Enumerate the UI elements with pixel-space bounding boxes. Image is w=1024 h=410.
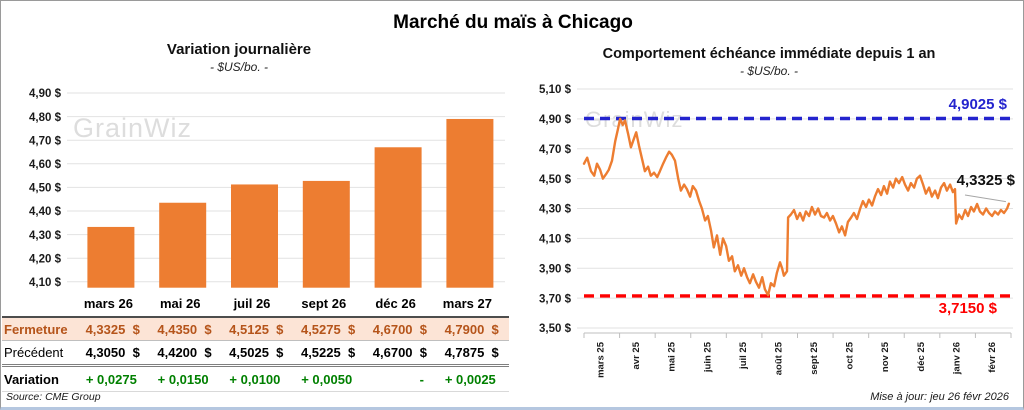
- x-tick-label: févr 26: [987, 342, 998, 373]
- table-cell: 4,3050 $: [85, 345, 140, 360]
- bar-juil-26: [231, 184, 278, 288]
- table-cell: 4,5225 $: [300, 345, 356, 360]
- bar-déc-26: [374, 147, 422, 288]
- source-note: Source: CME Group: [6, 391, 101, 403]
- y-tick-label: 5,10 $: [539, 84, 572, 96]
- y-tick-label: 4,10 $: [29, 277, 62, 289]
- column-header: déc 26: [375, 295, 416, 311]
- x-tick-label: avr 25: [631, 341, 642, 369]
- table-cell: 4,7900 $: [444, 321, 499, 337]
- bar-chart-title: Variation journalière: [166, 41, 312, 58]
- x-tick-label: juil 25: [738, 341, 749, 370]
- table-cell: + 0,0100: [229, 371, 281, 387]
- table-header-row: mars 26 mai 26 juil 26 sept 26 déc 26 ma…: [2, 290, 509, 318]
- bar-chart: 4,90 $ 4,80 $ 4,70 $ 4,60 $ 4,50 $ 4,40 $ 4,30…: [29, 88, 505, 289]
- table-cell: 4,5125 $: [229, 321, 284, 337]
- column-header: mai 26: [159, 295, 201, 311]
- table-cell: -: [419, 371, 424, 387]
- table-cell: + 0,0025: [444, 371, 496, 387]
- x-tick-label: août 25: [773, 341, 784, 375]
- table-cell: + 0,0275: [85, 371, 137, 387]
- y-tick-label: 4,80 $: [29, 112, 62, 124]
- y-tick-label: 4,90 $: [29, 88, 62, 100]
- table-row-variation: Variation + 0,0275 + 0,0150 + 0,0100 + 0…: [2, 367, 509, 392]
- bar-mars-27: [446, 118, 494, 288]
- row-label: Variation: [4, 371, 59, 387]
- line-chart-title: Comportement échéance immédiate depuis 1…: [602, 46, 936, 62]
- row-label: Précédent: [4, 345, 64, 360]
- y-tick-label: 4,10 $: [539, 234, 572, 246]
- last-price-label: 4,3325 $: [956, 172, 1015, 189]
- x-tick-label: juin 25: [702, 341, 713, 373]
- bar-sept-26: [302, 180, 350, 288]
- summary-table: mars 26 mai 26 juil 26 sept 26 déc 26 ma…: [2, 290, 509, 392]
- line-chart: 5,10 $ 4,90 $ 4,70 $ 4,50 $ 4,30 $ 4,10 $ 3,90…: [539, 84, 1013, 378]
- support-value-label: 3,7150 $: [938, 300, 997, 317]
- grainwiz-watermark: GrainWiz: [73, 113, 193, 143]
- bar-mai-26: [159, 202, 207, 288]
- x-tick-label: janv 26: [951, 342, 962, 375]
- column-header: juil 26: [233, 295, 271, 311]
- table-cell: 4,3325 $: [85, 321, 140, 337]
- column-header: mars 26: [83, 295, 133, 311]
- price-line: [582, 117, 1011, 297]
- table-cell: + 0,0150: [157, 371, 209, 387]
- y-tick-label: 4,40 $: [29, 206, 62, 218]
- table-cell: 4,4200 $: [157, 345, 212, 360]
- y-tick-label: 3,50 $: [539, 323, 572, 335]
- bar-chart-subtitle: - $US/bo. -: [209, 60, 269, 74]
- table-cell: 4,6700 $: [372, 345, 427, 360]
- bar-mars-26: [87, 226, 135, 288]
- table-row-precedent: Précédent 4,3050 $ 4,4200 $ 4,5025 $ 4,5…: [2, 341, 509, 367]
- table-cell: 4,5025 $: [229, 345, 284, 360]
- resistance-value-label: 4,9025 $: [948, 96, 1007, 113]
- y-tick-label: 4,50 $: [539, 174, 572, 186]
- column-header: mars 27: [442, 295, 492, 311]
- table-cell: + 0,0050: [301, 371, 353, 387]
- y-tick-label: 4,90 $: [539, 114, 572, 126]
- table-cell: 4,7875 $: [444, 345, 499, 360]
- y-tick-label: 3,70 $: [539, 293, 572, 305]
- x-tick-label: sept 25: [809, 341, 820, 374]
- table-cell: 4,5275 $: [300, 321, 356, 337]
- y-tick-label: 4,30 $: [539, 204, 572, 216]
- x-tick-label: oct 25: [845, 341, 856, 369]
- table-cell: 4,6700 $: [372, 321, 427, 337]
- column-header: sept 26: [301, 295, 347, 311]
- x-tick-label: mai 25: [667, 341, 678, 371]
- update-date-note: Mise à jour: jeu 26 févr 2026: [870, 391, 1009, 403]
- x-tick-label: mars 25: [596, 341, 607, 378]
- x-tick-label: déc 25: [916, 341, 927, 371]
- row-label: Fermeture: [4, 321, 68, 337]
- y-tick-label: 3,90 $: [539, 263, 572, 275]
- table-row-fermeture: Fermeture 4,3325 $ 4,4350 $ 4,5125 $ 4,5…: [2, 318, 509, 341]
- table-cell: 4,4350 $: [157, 321, 212, 337]
- line-chart-subtitle: - $US/bo. -: [739, 64, 799, 78]
- x-tick-label: nov 25: [880, 341, 891, 372]
- y-tick-label: 4,60 $: [29, 159, 62, 171]
- page-title: Marché du maïs à Chicago: [393, 12, 633, 33]
- y-tick-label: 4,50 $: [29, 183, 62, 195]
- y-tick-label: 4,30 $: [29, 230, 62, 242]
- label-leader-line: [964, 194, 1006, 203]
- y-tick-label: 4,20 $: [29, 253, 62, 265]
- y-tick-label: 4,70 $: [29, 135, 62, 147]
- y-tick-label: 4,70 $: [539, 144, 572, 156]
